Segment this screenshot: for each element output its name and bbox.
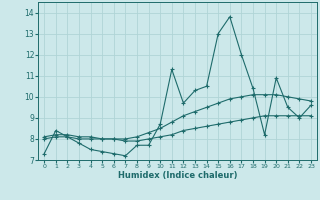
X-axis label: Humidex (Indice chaleur): Humidex (Indice chaleur) [118, 171, 237, 180]
